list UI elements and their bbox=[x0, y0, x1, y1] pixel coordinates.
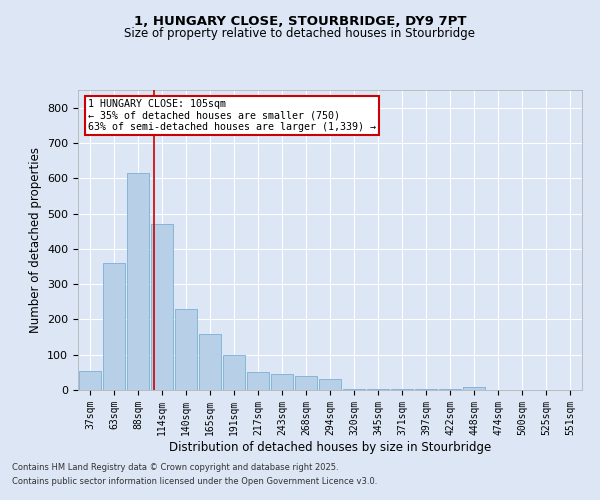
Bar bbox=[103, 263, 125, 390]
Text: Size of property relative to detached houses in Stourbridge: Size of property relative to detached ho… bbox=[125, 28, 476, 40]
Bar bbox=[199, 334, 221, 390]
Text: 1, HUNGARY CLOSE, STOURBRIDGE, DY9 7PT: 1, HUNGARY CLOSE, STOURBRIDGE, DY9 7PT bbox=[134, 15, 466, 28]
Bar bbox=[295, 376, 317, 390]
Y-axis label: Number of detached properties: Number of detached properties bbox=[29, 147, 41, 333]
Bar bbox=[247, 372, 269, 390]
Bar bbox=[79, 370, 101, 390]
Bar bbox=[175, 309, 197, 390]
Bar bbox=[319, 380, 341, 390]
Bar bbox=[271, 374, 293, 390]
Bar bbox=[151, 224, 173, 390]
Bar bbox=[127, 173, 149, 390]
Bar bbox=[223, 354, 245, 390]
Text: Contains HM Land Registry data © Crown copyright and database right 2025.: Contains HM Land Registry data © Crown c… bbox=[12, 464, 338, 472]
Bar bbox=[343, 389, 365, 390]
Text: Contains public sector information licensed under the Open Government Licence v3: Contains public sector information licen… bbox=[12, 477, 377, 486]
Text: 1 HUNGARY CLOSE: 105sqm
← 35% of detached houses are smaller (750)
63% of semi-d: 1 HUNGARY CLOSE: 105sqm ← 35% of detache… bbox=[88, 99, 376, 132]
Bar bbox=[463, 387, 485, 390]
X-axis label: Distribution of detached houses by size in Stourbridge: Distribution of detached houses by size … bbox=[169, 440, 491, 454]
